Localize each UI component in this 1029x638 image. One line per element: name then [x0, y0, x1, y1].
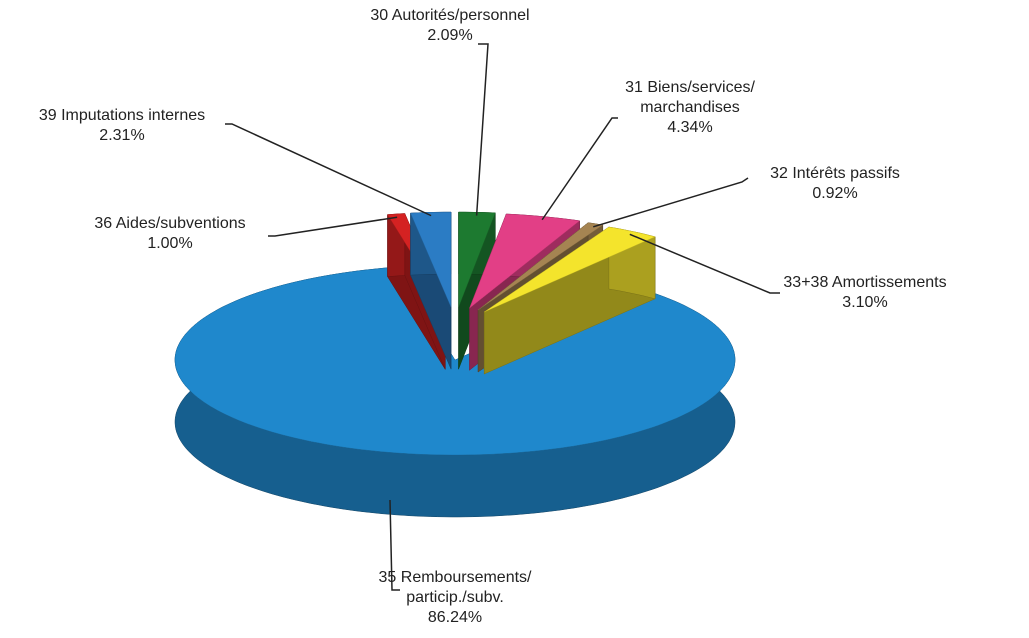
value-label: 3.10% [842, 294, 888, 311]
category-label: 39 Imputations internes [38, 107, 206, 124]
category-label: 31 Biens/services/ marchandises [625, 79, 755, 116]
category-label: 36 Aides/subventions [94, 215, 246, 232]
category-label: 30 Autorités/personnel [370, 7, 530, 24]
value-label: 1.00% [147, 235, 193, 252]
leader-line [629, 233, 780, 294]
leader-line [475, 43, 489, 216]
category-label: 32 Intérêts passifs [770, 165, 900, 182]
slice-label: 36 Aides/subventions 1.00% [94, 214, 245, 254]
slice [410, 211, 452, 308]
leader-line [389, 499, 400, 591]
value-label: 86.24% [427, 609, 483, 626]
value-label: 0.92% [812, 185, 858, 202]
slice [484, 226, 656, 313]
leader-line [541, 117, 618, 221]
slice-label: 30 Autorités/personnel 2.09% [370, 6, 529, 46]
leader-line [225, 123, 432, 217]
slice-label: 32 Intérêts passifs 0.92% [770, 164, 900, 204]
slice-label: 31 Biens/services/ marchandises 4.34% [625, 78, 755, 138]
category-label: 35 Remboursements/ particip./subv. [378, 569, 532, 606]
slice [477, 222, 604, 311]
slice-label: 33+38 Amortissements 3.10% [783, 273, 946, 313]
value-label: 2.31% [99, 127, 145, 144]
leader-line [268, 216, 398, 237]
slice-label: 35 Remboursements/ particip./subv. 86.24% [379, 568, 532, 628]
leader-line [593, 177, 749, 228]
category-label: 33+38 Amortissements [783, 274, 947, 291]
value-label: 4.34% [667, 119, 713, 136]
slice-label: 39 Imputations internes 2.31% [39, 106, 205, 146]
value-label: 2.09% [427, 27, 473, 44]
